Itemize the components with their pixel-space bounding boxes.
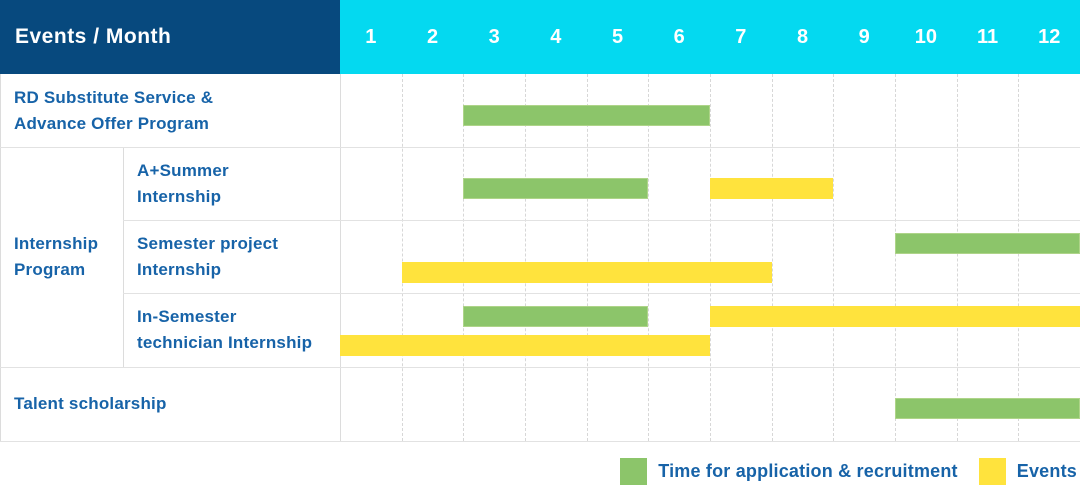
bar-events — [401, 262, 772, 283]
group-label-line: Internship — [14, 234, 99, 253]
month-label: 12 — [1038, 25, 1061, 48]
grid-vline — [401, 74, 403, 441]
grid-vline — [123, 147, 124, 367]
bar-events — [710, 178, 834, 199]
bar-application — [463, 178, 649, 199]
month-label: 7 — [735, 25, 747, 48]
row-label: Talent scholarship — [14, 367, 167, 441]
month-label: 5 — [611, 25, 624, 48]
row-label-line: Advance Offer Program — [14, 113, 210, 133]
grid-vline — [525, 74, 526, 441]
month-label: 11 — [976, 25, 999, 48]
month-label: 1 — [365, 25, 377, 48]
month-label: 4 — [550, 25, 562, 48]
legend-label: Events — [1016, 461, 1077, 481]
grid-hline — [0, 441, 1080, 442]
bar-events — [340, 335, 710, 356]
row-label: RD Substitute Service & Advance Offer Pro… — [14, 74, 213, 147]
grid-vline — [0, 74, 1, 441]
month-label: 9 — [858, 25, 870, 48]
grid-vline — [956, 74, 958, 441]
row-label-line: RD Substitute Service & — [14, 87, 214, 107]
grid-hline — [123, 293, 1080, 294]
month-label: 3 — [488, 25, 500, 48]
grid-vline — [710, 74, 711, 441]
grid-vline — [586, 74, 588, 441]
legend: Time for application & recruitment Events — [620, 458, 1077, 485]
grid-vline — [833, 74, 835, 441]
row-label-line: Internship — [137, 186, 222, 206]
header-title: Events / Month — [15, 25, 172, 48]
bar-application — [895, 398, 1080, 419]
grid-vline — [463, 74, 465, 441]
row-label-line: Talent scholarship — [14, 394, 167, 413]
row-label: In-Semester technician Internship — [137, 293, 312, 367]
row-label-line: Semester project — [137, 233, 279, 253]
group-label: Internship Program — [14, 147, 98, 367]
row-label: A+Summer Internship — [137, 147, 229, 220]
bar-application — [463, 306, 649, 327]
grid-vline — [340, 74, 341, 441]
row-label-line: A+Summer — [137, 160, 229, 180]
bar-application — [463, 105, 710, 126]
grid-vline — [895, 74, 896, 441]
legend-swatch-application — [620, 458, 648, 485]
row-label-line: technician Internship — [137, 333, 313, 352]
row-label-line: In-Semester — [137, 307, 237, 326]
month-label: 10 — [914, 25, 937, 48]
legend-label: Time for application & recruitment — [658, 461, 958, 481]
grid-vline — [648, 74, 650, 441]
header-month-row: 1 2 3 4 5 6 7 8 9 10 11 12 — [340, 0, 1080, 74]
grid-hline — [0, 367, 1080, 368]
grid-hline — [123, 220, 1080, 221]
grid-vline — [1018, 74, 1020, 441]
group-label-line: Program — [14, 260, 86, 279]
bar-events — [710, 306, 1080, 327]
grid-hline — [0, 147, 1080, 148]
month-label: 8 — [796, 25, 809, 48]
legend-swatch-events — [978, 458, 1006, 485]
grid-vline — [771, 74, 773, 441]
header-events-month-cell: Events / Month — [0, 0, 340, 74]
row-label-line: Internship — [137, 259, 222, 279]
month-label: 6 — [673, 25, 685, 48]
row-label: Semester project Internship — [137, 220, 278, 293]
month-label: 2 — [426, 25, 439, 48]
bar-application — [895, 233, 1080, 254]
